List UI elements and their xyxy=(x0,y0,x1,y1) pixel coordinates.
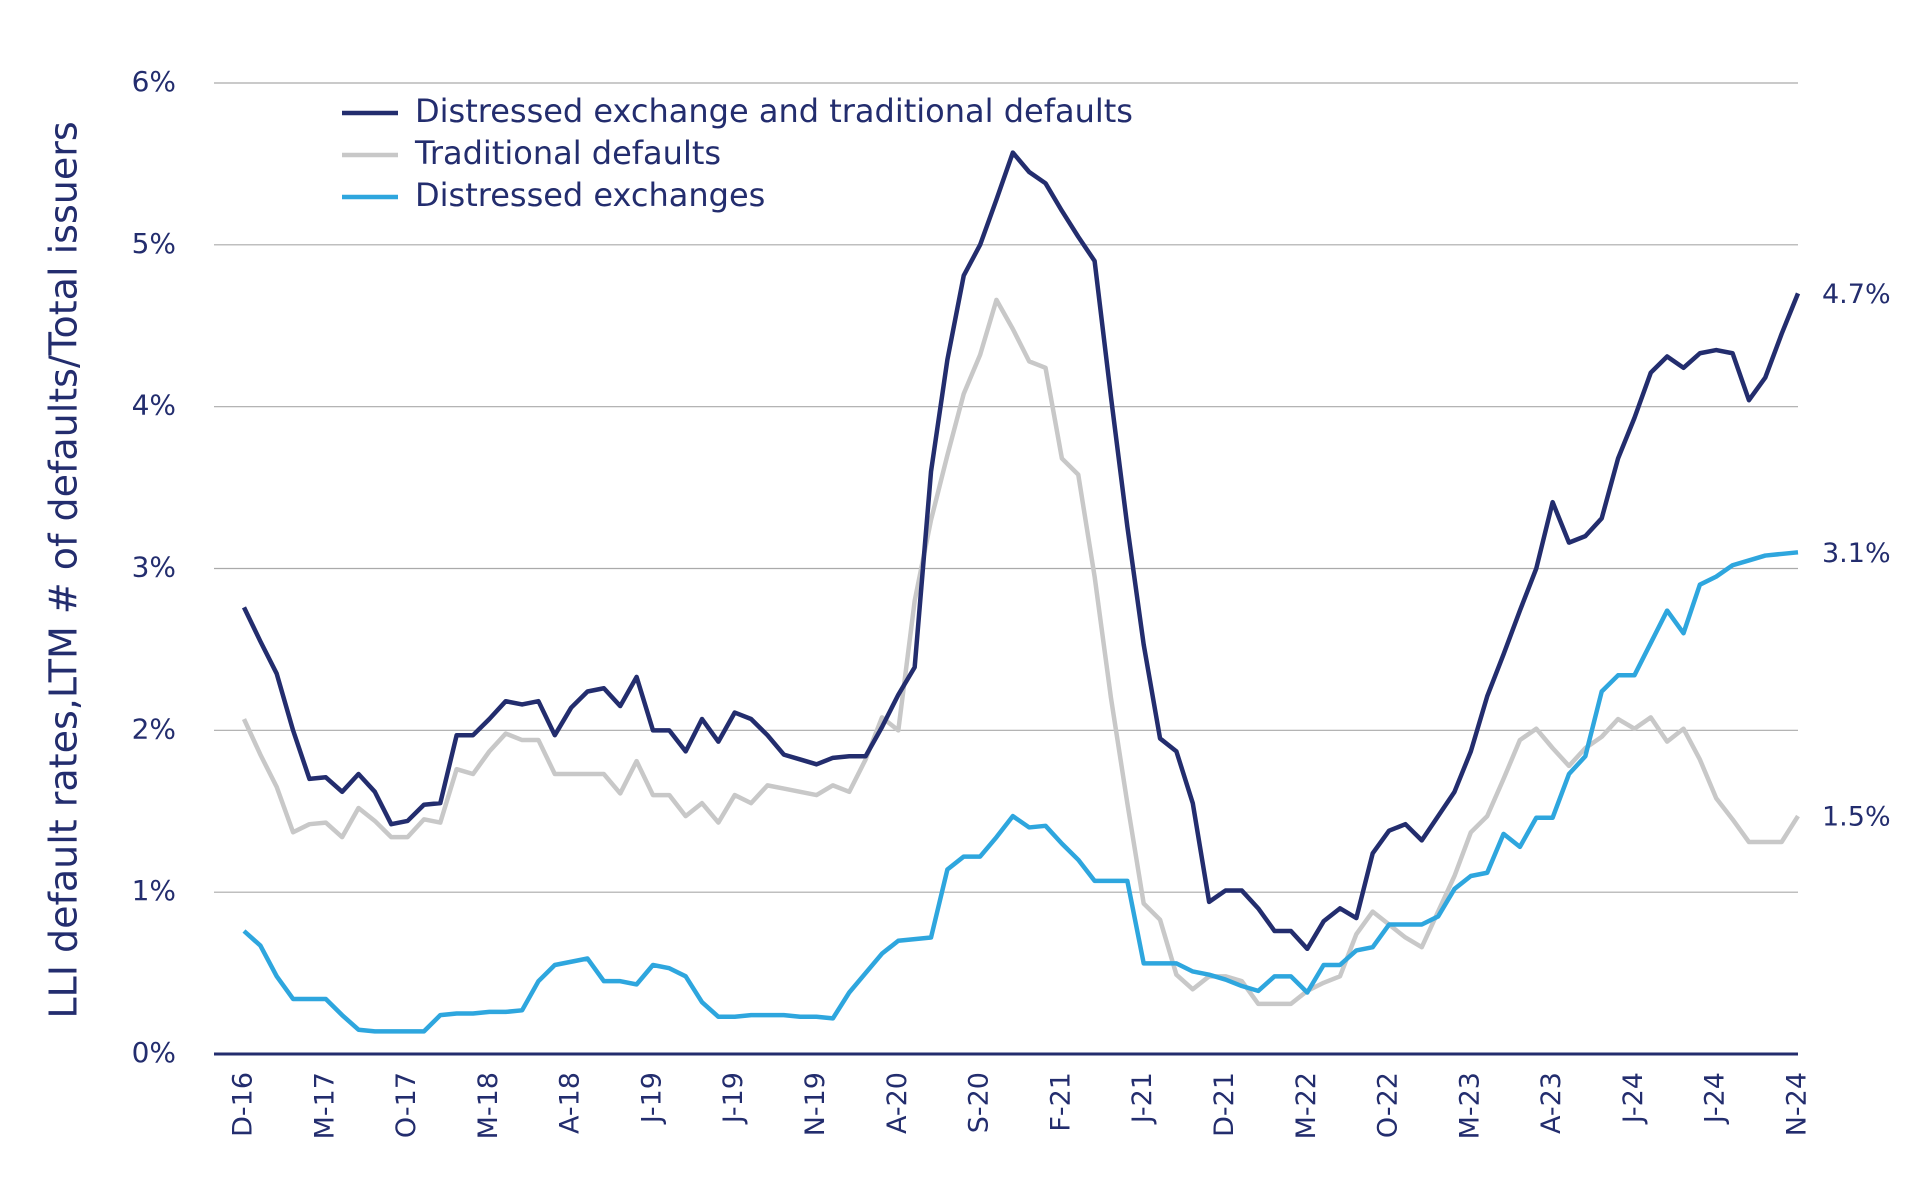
y-tick-label: 1% xyxy=(132,874,176,907)
x-tick-label: D-16 xyxy=(228,1072,259,1137)
legend-label: Traditional defaults xyxy=(414,134,721,172)
x-tick-label: M-23 xyxy=(1454,1072,1485,1139)
x-tick-label: M-17 xyxy=(309,1072,340,1139)
series-line xyxy=(241,297,1800,1007)
x-tick-label: J-21 xyxy=(1127,1072,1158,1125)
y-tick-label: 0% xyxy=(132,1036,176,1069)
x-tick-label: N-19 xyxy=(800,1072,831,1136)
end-label: 1.5% xyxy=(1822,802,1891,833)
x-tick-label: M-18 xyxy=(473,1072,504,1139)
y-tick-label: 2% xyxy=(132,712,176,745)
legend-label: Distressed exchange and traditional defa… xyxy=(415,92,1133,130)
x-tick-label: D-21 xyxy=(1209,1072,1240,1137)
x-tick-label: O-22 xyxy=(1373,1072,1404,1138)
x-tick-label: F-21 xyxy=(1045,1072,1076,1132)
y-axis-title: LLI default rates,LTM # of defaults/Tota… xyxy=(42,121,86,1018)
x-tick-label: J-19 xyxy=(718,1072,749,1125)
x-tick-label: J-24 xyxy=(1618,1072,1649,1125)
x-tick-label: A-23 xyxy=(1536,1072,1567,1134)
y-tick-label: 6% xyxy=(132,65,176,98)
x-tick-label: A-20 xyxy=(882,1072,913,1134)
y-tick-label: 5% xyxy=(132,227,176,260)
series-line xyxy=(242,550,1799,1034)
end-label: 3.1% xyxy=(1822,538,1891,569)
y-tick-label: 3% xyxy=(132,551,176,584)
series-line xyxy=(241,150,1801,952)
legend-label: Distressed exchanges xyxy=(415,176,765,214)
x-tick-label: A-18 xyxy=(555,1072,586,1134)
x-tick-label: J-24 xyxy=(1700,1072,1731,1125)
end-label: 4.7% xyxy=(1822,279,1891,310)
x-tick-label: M-22 xyxy=(1291,1072,1322,1139)
y-tick-label: 4% xyxy=(132,389,176,422)
x-tick-label: S-20 xyxy=(964,1072,995,1133)
x-tick-label: J-19 xyxy=(636,1072,667,1125)
x-tick-label: O-17 xyxy=(391,1072,422,1138)
x-tick-label: N-24 xyxy=(1782,1072,1813,1136)
